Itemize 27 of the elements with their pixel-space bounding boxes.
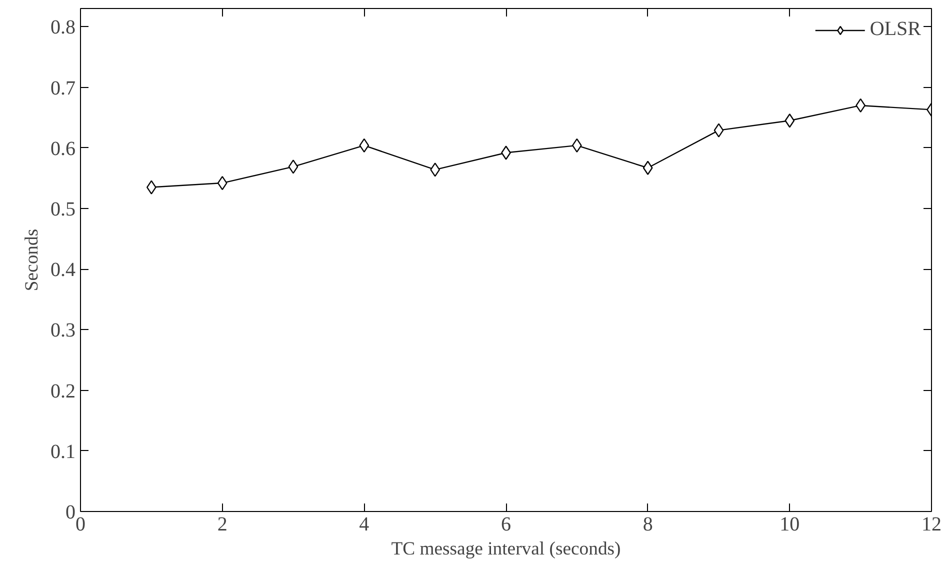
point — [359, 138, 370, 153]
x-tick-label: 8 — [642, 514, 653, 536]
point — [856, 98, 866, 113]
point — [572, 138, 582, 153]
point — [288, 160, 298, 174]
y-tick-label: 0.4 — [50, 259, 76, 282]
point — [642, 160, 653, 175]
legend-label: OLSR — [870, 18, 921, 41]
point — [784, 114, 795, 128]
y-axis-title: Seconds — [22, 228, 42, 292]
point — [217, 176, 228, 190]
y-tick-label: 0.5 — [50, 198, 76, 220]
y-tick-label: 0.1 — [50, 440, 76, 463]
point — [146, 180, 156, 194]
point — [430, 162, 440, 177]
y-tick-label: 0.3 — [50, 320, 76, 342]
x-axis-title: TC message interval (seconds) — [391, 538, 621, 560]
x-tick-label: 6 — [501, 514, 511, 536]
y-tick-label: 0.6 — [50, 138, 76, 160]
y-tick-label: 0.2 — [50, 380, 76, 402]
x-tick-label: 2 — [217, 514, 228, 536]
x-tick-label: 12 — [922, 514, 942, 536]
x-tick-label: 4 — [359, 514, 370, 536]
y-tick-label: 0.8 — [50, 16, 76, 39]
y-tick-label: 0.7 — [50, 77, 76, 100]
point — [714, 123, 724, 138]
x-tick-label: 10 — [780, 514, 800, 536]
